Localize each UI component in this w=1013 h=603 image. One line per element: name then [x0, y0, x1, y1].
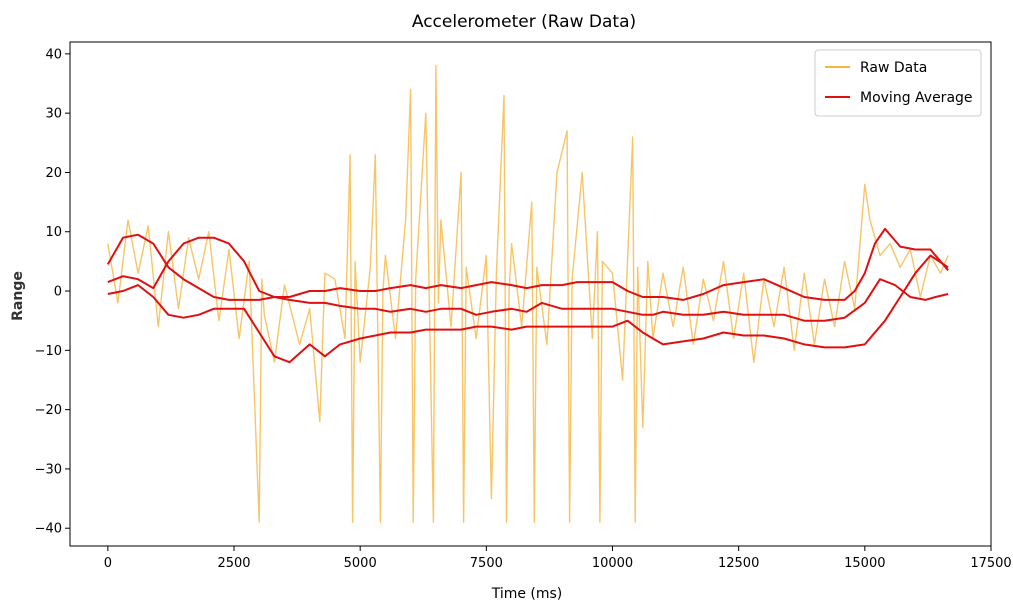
x-tick-label: 5000: [344, 556, 377, 571]
y-tick-label: 10: [45, 225, 62, 240]
plot-background: [70, 42, 991, 546]
raw-data-line-0: [107, 64, 949, 523]
y-tick-label: −20: [35, 403, 62, 418]
y-tick-label: −30: [35, 462, 62, 477]
x-tick-label: 15000: [844, 556, 885, 571]
x-tick-label: 10000: [592, 556, 633, 571]
y-tick-label: −10: [35, 344, 62, 359]
y-tick-label: −40: [35, 522, 62, 537]
y-tick-label: 40: [45, 47, 62, 62]
series-lines: [106, 64, 949, 523]
moving-average-line-1: [106, 227, 949, 301]
x-axis: 0 2500 5000 7500 10000 12500 15000 17500: [104, 546, 1012, 571]
x-tick-label: 12500: [718, 556, 759, 571]
y-tick-label: 30: [45, 107, 62, 122]
legend-label-raw: Raw Data: [860, 60, 927, 76]
x-axis-label: Time (ms): [491, 586, 563, 602]
moving-average-line-2: [107, 236, 949, 322]
x-tick-label: 2500: [217, 556, 250, 571]
y-axis-label: Range: [10, 271, 26, 321]
legend-frame: [814, 49, 982, 117]
legend-label-average: Moving Average: [860, 90, 973, 106]
plot-frame: [69, 41, 992, 547]
y-tick-label: 0: [54, 285, 62, 300]
x-tick-label: 17500: [970, 556, 1011, 571]
y-tick-label: 20: [45, 166, 62, 181]
moving-average-line-3: [107, 254, 949, 364]
chart-title: Accelerometer (Raw Data): [412, 12, 636, 32]
y-axis: −40 −30 −20 −10 0 10 20 30 40: [35, 47, 70, 537]
legend: Raw Data Moving Average: [814, 49, 982, 117]
x-tick-label: 7500: [470, 556, 503, 571]
x-tick-label: 0: [104, 556, 112, 571]
